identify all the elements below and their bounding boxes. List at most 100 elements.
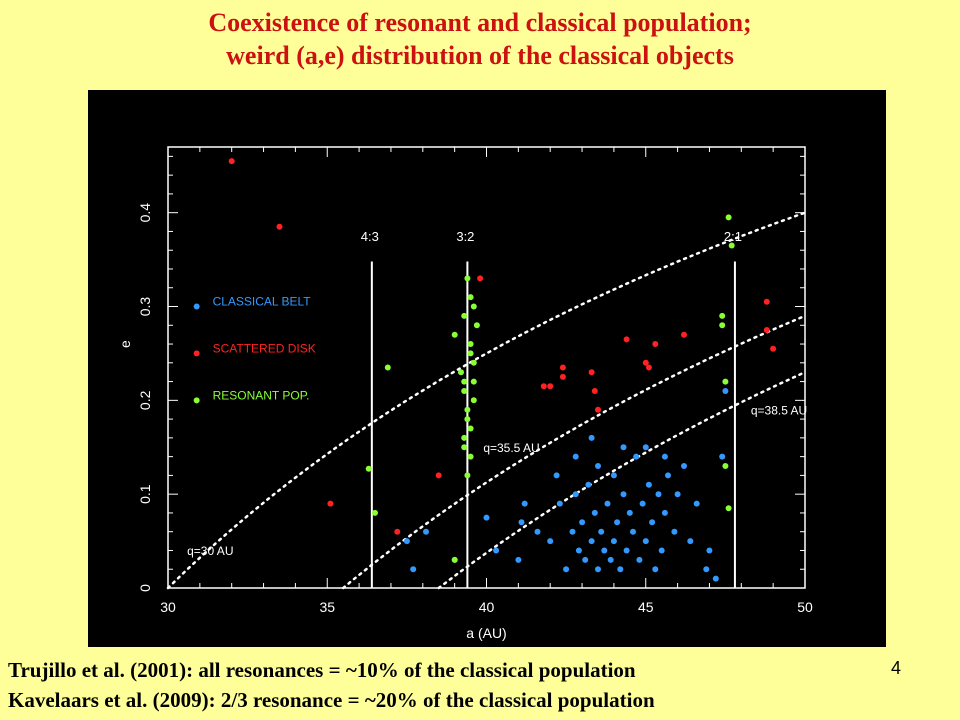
data-point-series-2	[467, 350, 474, 357]
data-point-series-0	[652, 566, 659, 573]
perihelion-label-2: q=38.5 AU	[751, 403, 807, 417]
data-point-series-0	[712, 575, 719, 582]
y-tick-label: 0	[137, 584, 153, 592]
data-point-series-0	[598, 528, 605, 535]
data-point-series-0	[681, 463, 687, 469]
legend-label-0: CLASSICAL BELT	[213, 295, 312, 309]
data-point-series-1	[770, 345, 777, 352]
caption: Trujillo et al. (2001): all resonances =…	[8, 655, 888, 715]
legend-marker-2	[193, 397, 200, 404]
data-point-series-2	[719, 312, 726, 319]
data-point-series-0	[687, 538, 694, 545]
data-point-series-2	[461, 388, 468, 394]
data-point-series-0	[579, 519, 586, 526]
data-point-series-0	[604, 500, 611, 507]
slide-title: Coexistence of resonant and classical po…	[0, 6, 960, 72]
data-point-series-2	[467, 453, 474, 460]
data-point-series-0	[563, 566, 570, 573]
data-point-series-2	[470, 397, 477, 404]
data-point-series-1	[394, 528, 401, 535]
data-point-series-1	[435, 472, 442, 479]
x-tick-label: 35	[319, 599, 335, 615]
data-point-series-0	[620, 491, 627, 498]
data-point-series-1	[276, 223, 283, 230]
caption-line-2: Kavelaars et al. (2009): 2/3 resonance =…	[8, 688, 655, 712]
caption-line-1: Trujillo et al. (2001): all resonances =…	[8, 658, 636, 682]
data-point-series-1	[559, 373, 566, 380]
data-point-series-0	[620, 444, 627, 451]
data-point-series-0	[661, 509, 668, 516]
data-point-series-1	[642, 359, 649, 366]
data-point-series-2	[464, 275, 471, 282]
data-point-series-2	[372, 509, 378, 516]
data-point-series-2	[470, 378, 477, 385]
legend-marker-1	[193, 350, 200, 357]
data-point-series-0	[661, 453, 668, 460]
data-point-series-2	[451, 331, 458, 338]
data-point-series-2	[473, 322, 480, 329]
page-number: 4	[891, 658, 902, 678]
title-line-1: Coexistence of resonant and classical po…	[208, 8, 752, 37]
scatter-chart: CLASSICAL BELT SCATTERED DISK RESONANT POP…	[117, 146, 813, 641]
data-point-series-2	[725, 214, 732, 221]
data-point-series-2	[725, 505, 732, 512]
title-line-2: weird (a,e) distribution of the classica…	[226, 41, 734, 70]
data-point-series-0	[649, 519, 656, 526]
data-point-series-0	[601, 547, 608, 554]
data-point-series-0	[588, 434, 595, 441]
data-point-series-0	[595, 566, 601, 573]
perihelion-curve-0	[166, 211, 807, 590]
resonance-label-2: 2:1	[724, 229, 742, 244]
data-point-series-0	[515, 556, 522, 563]
data-point-series-0	[655, 491, 662, 498]
data-point-series-2	[470, 359, 477, 366]
data-point-series-0	[636, 556, 643, 563]
data-point-series-0	[639, 500, 646, 507]
data-point-series-0	[569, 528, 576, 535]
data-point-series-2	[467, 341, 474, 347]
data-point-series-2	[451, 556, 458, 563]
data-point-series-2	[461, 312, 468, 319]
data-point-series-2	[467, 425, 474, 432]
y-tick-label: 0.2	[137, 390, 153, 410]
data-point-series-1	[652, 341, 659, 347]
data-point-series-1	[547, 383, 554, 390]
data-point-series-2	[722, 378, 729, 385]
data-point-series-0	[671, 528, 678, 535]
y-tick-label: 0.1	[137, 484, 153, 504]
data-point-series-1	[595, 406, 601, 413]
data-point-series-0	[665, 472, 671, 479]
data-point-series-0	[591, 509, 598, 516]
data-point-series-0	[493, 547, 500, 554]
data-point-series-2	[467, 294, 474, 301]
data-point-series-1	[228, 158, 235, 165]
scatter-plot-panel: CLASSICAL BELT SCATTERED DISK RESONANT POP…	[88, 90, 886, 647]
x-axis-label: a (AU)	[466, 625, 506, 641]
data-point-series-0	[610, 538, 617, 545]
y-axis-label: e	[117, 340, 133, 348]
data-point-series-2	[722, 463, 729, 469]
data-point-series-0	[588, 538, 595, 545]
data-point-series-0	[623, 547, 630, 554]
data-point-series-0	[403, 538, 410, 545]
data-point-series-0	[575, 547, 582, 554]
perihelion-label-1: q=35.5 AU	[483, 441, 539, 455]
data-point-series-0	[658, 547, 665, 554]
data-point-series-0	[521, 500, 528, 507]
data-point-series-0	[607, 556, 614, 563]
x-tick-label: 40	[479, 599, 495, 615]
data-point-series-0	[553, 472, 560, 479]
data-point-series-0	[722, 388, 729, 394]
plot-frame	[167, 146, 806, 589]
data-point-series-0	[518, 519, 525, 526]
data-point-series-0	[572, 491, 579, 498]
data-point-series-1	[645, 364, 652, 371]
data-point-series-2	[728, 242, 735, 249]
data-point-series-2	[464, 416, 471, 423]
data-point-series-1	[327, 500, 334, 507]
y-tick-label: 0.4	[137, 203, 153, 223]
legend-marker-0	[193, 303, 200, 310]
data-point-series-2	[470, 303, 477, 310]
data-point-series-0	[547, 538, 554, 545]
data-point-series-1	[763, 327, 770, 333]
